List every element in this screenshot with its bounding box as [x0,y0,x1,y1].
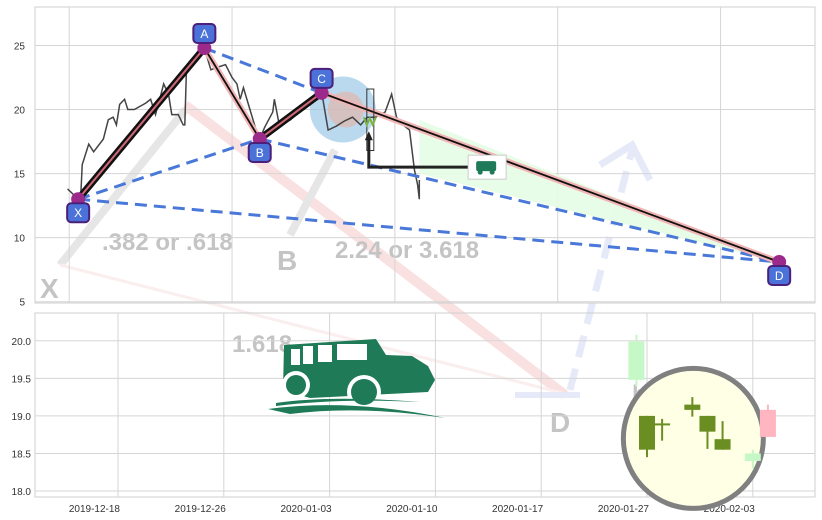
candle [654,418,671,441]
watermark-leg [59,263,571,397]
candle-body [744,453,761,461]
y-tick-label: 19.0 [12,412,32,423]
candle [759,404,776,437]
truck-icon [476,161,497,172]
x-tick-label: 2020-02-03 [704,504,756,515]
watermark-label: D [550,407,570,438]
watermark-leg [286,148,339,237]
watermark-label: X [40,273,59,304]
w-signal-icon [362,116,377,128]
candle-body [654,423,671,426]
pivot-label-D: D [775,269,784,283]
leg-inner-BC [259,92,323,140]
highlight-circle [620,365,766,511]
ratio-line-XB [77,137,261,201]
leg-AB [203,47,261,140]
price-panel: 5 10 15 20 25 X A B C D [14,6,816,309]
pivot-marker-C [314,85,329,100]
x-tick-label: 2020-01-03 [280,504,332,515]
watermark-leg [56,107,189,268]
pivot-label-box-C [309,67,334,89]
candle-body [699,415,716,432]
jeep-window [291,349,300,365]
jeep-wheel [351,379,377,405]
watermark-label: B [277,245,297,276]
pivot-marker-A [197,41,212,56]
watermark-label: .382 or .618 [102,229,233,256]
candle-body [759,409,776,437]
candle [639,415,655,458]
y-tick-label: 25 [14,41,26,52]
truck-wheel-icon [489,169,495,175]
y-tick-label: 5 [19,298,25,309]
candle [699,415,716,449]
entry-line [367,137,469,169]
jeep-ground [276,398,420,406]
y-tick-label: 18.5 [12,449,32,460]
jeep-wheel [286,375,306,395]
y-tick-label: 18.0 [12,487,32,498]
target-label-box [467,154,507,180]
watermark-label: 1.618 [232,331,292,358]
candle [744,449,761,469]
leg-inner-XA [77,47,206,200]
candle-body [684,404,701,410]
candlestick-panel: 2019-12-18 2019-12-26 2020-01-03 2020-01-10… [12,312,816,515]
ratio-line-BD [259,137,780,264]
pivot-label-C: C [317,72,326,86]
watermark-label: 2.24 or 3.618 [335,237,479,264]
ratio-line-AC [203,46,323,95]
pivot-label-B: B [256,146,264,160]
entry-arrowhead-icon [364,131,373,141]
y-tick-label: 20.0 [12,337,32,348]
jeep-ground [268,405,445,418]
jeep-window [318,345,332,362]
x-tick-label: 2020-01-10 [386,504,438,515]
plot-frame [34,312,816,498]
watermark-arrowhead [598,140,654,182]
candle-body [714,439,731,450]
candle-body [628,341,645,380]
y-tick-label: 15 [14,170,26,181]
candle [714,421,731,450]
jeep-window [303,346,313,364]
pivot-label-box-X [66,202,91,224]
y-tick-label: 20 [14,106,26,117]
pivot-label-X: X [74,206,82,220]
pivot-label-box-B [247,141,272,163]
jeep-logo [268,339,445,418]
x-tick-label: 2019-12-18 [69,504,121,515]
leg-CD [321,92,780,263]
pivot-label-box-D [767,264,792,286]
x-tick-label: 2019-12-26 [175,504,227,515]
candle [628,334,645,387]
plot-frame [34,6,816,304]
x-tick-label: 2020-01-17 [492,504,544,515]
watermark-dashed-arrow [566,149,636,391]
pivot-label-box-A [192,23,217,45]
x-tick-label: 2020-01-27 [598,504,650,515]
pivot-label-A: A [200,27,208,41]
jeep-window [337,344,367,360]
truck-wheel-icon [477,169,483,175]
y-tick-label: 10 [14,234,26,245]
y-tick-label: 19.5 [12,374,32,385]
candle-body [639,415,655,450]
candle [684,397,701,417]
ratio-line-XD [78,197,780,264]
